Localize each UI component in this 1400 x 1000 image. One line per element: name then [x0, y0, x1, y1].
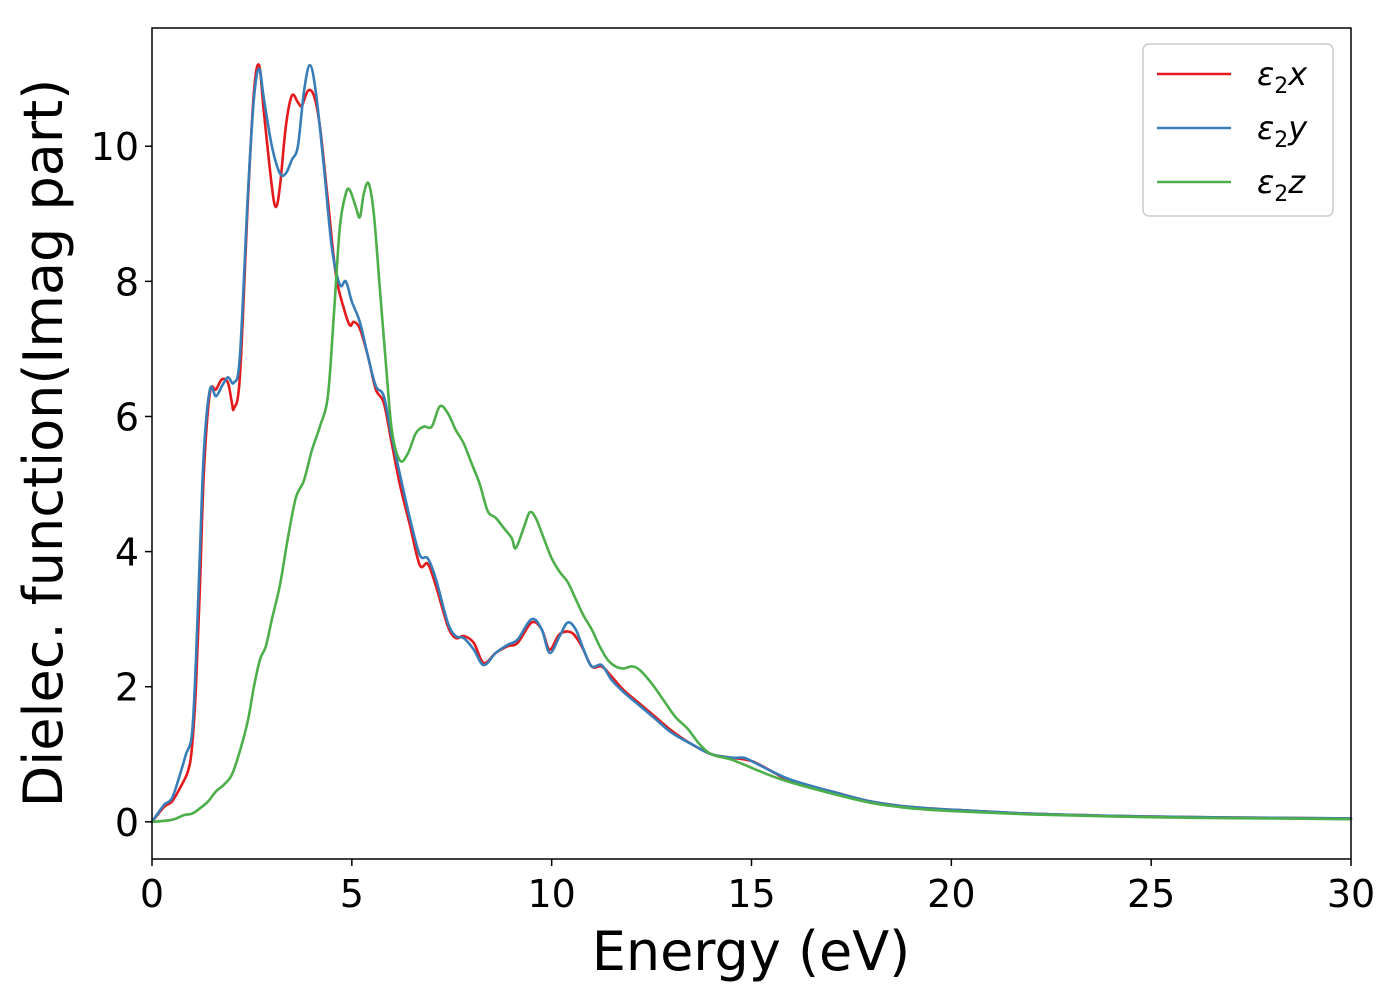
legend-label-y: ε2y — [1257, 109, 1308, 153]
x-tick-label: 30 — [1327, 872, 1375, 916]
series-line-z — [150, 181, 1353, 824]
y-axis-ticks: 0 2 4 6 8 10 — [91, 125, 152, 845]
y-tick-label: 10 — [91, 125, 139, 169]
legend: ε2x ε2y ε2z — [1142, 43, 1334, 217]
legend-label-x: ε2x — [1257, 55, 1308, 99]
series-line-y — [150, 63, 1353, 824]
series-layer — [150, 63, 1353, 824]
x-axis-title: Energy (eV) — [592, 920, 911, 983]
y-tick-label: 4 — [115, 531, 139, 575]
x-tick-label: 20 — [927, 872, 975, 916]
x-tick-label: 0 — [140, 872, 164, 916]
legend-frame — [1142, 43, 1334, 217]
y-tick-label: 2 — [115, 666, 139, 710]
x-tick-label: 25 — [1127, 872, 1175, 916]
x-tick-label: 15 — [727, 872, 775, 916]
legend-label-z: ε2z — [1257, 163, 1306, 207]
x-tick-label: 5 — [340, 872, 364, 916]
x-tick-label: 10 — [527, 872, 575, 916]
y-tick-label: 8 — [115, 260, 139, 304]
y-tick-label: 0 — [115, 801, 139, 845]
y-axis-title: Dielec. function(Imag part) — [12, 79, 75, 808]
y-tick-label: 6 — [115, 395, 139, 439]
x-axis-ticks: 0 5 10 15 20 25 30 — [140, 859, 1375, 916]
